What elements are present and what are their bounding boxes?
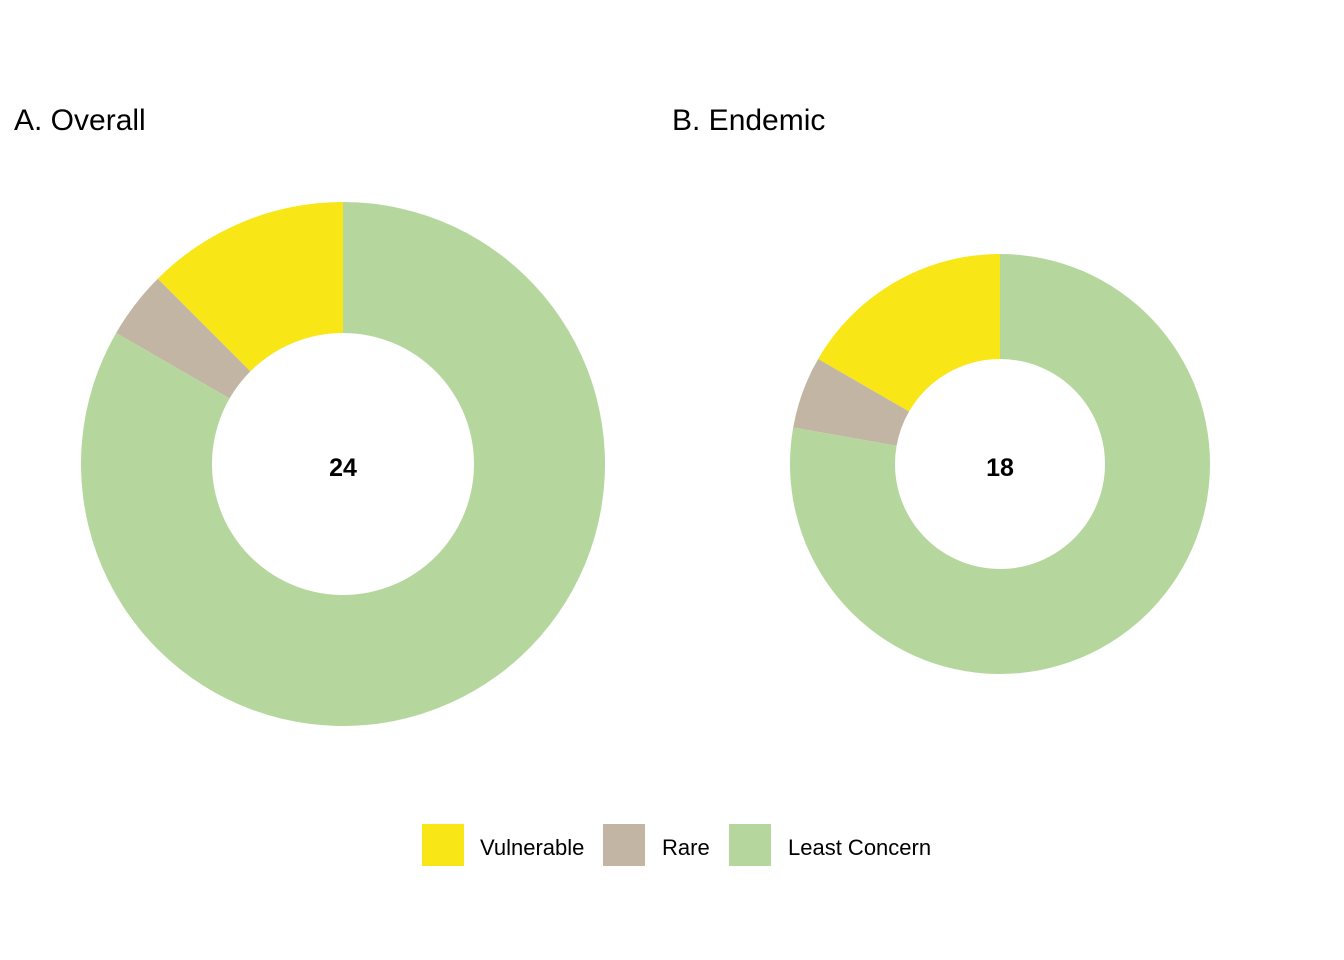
legend-item-least-concern: Least Concern (729, 824, 931, 866)
legend-label-vulnerable: Vulnerable (480, 835, 584, 860)
panel-endemic: B. Endemic 18 (672, 104, 1210, 674)
legend-swatch-least-concern (729, 824, 771, 866)
legend-item-vulnerable: Vulnerable (422, 824, 584, 866)
slice-vulnerable (818, 254, 1000, 412)
legend: Vulnerable Rare Least Concern (422, 824, 931, 866)
panel-title-endemic: B. Endemic (672, 104, 825, 137)
panel-overall: A. Overall 24 (14, 104, 605, 726)
slice-least-concern (81, 202, 605, 726)
panel-title-overall: A. Overall (14, 104, 146, 137)
donut-endemic (790, 254, 1210, 674)
donut-overall (81, 202, 605, 726)
legend-swatch-vulnerable (422, 824, 464, 866)
slice-rare (116, 278, 251, 399)
legend-label-rare: Rare (662, 835, 710, 860)
slice-least-concern (790, 254, 1210, 674)
center-label-endemic: 18 (986, 454, 1014, 482)
slice-vulnerable (157, 202, 343, 372)
center-label-overall: 24 (329, 454, 357, 482)
legend-label-least-concern: Least Concern (788, 835, 931, 860)
legend-swatch-rare (603, 824, 645, 866)
slice-rare (793, 359, 910, 446)
legend-item-rare: Rare (603, 824, 710, 866)
